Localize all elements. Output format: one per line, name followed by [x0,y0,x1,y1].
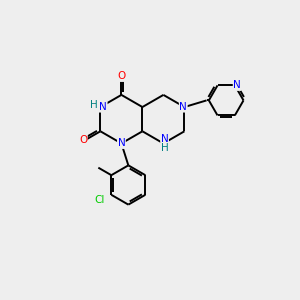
Text: H: H [161,143,169,154]
Text: Cl: Cl [94,195,105,205]
Text: N: N [161,134,169,144]
Text: N: N [233,80,241,90]
Text: N: N [118,138,125,148]
Text: H: H [90,100,98,110]
Text: O: O [79,135,87,145]
Text: N: N [99,102,107,112]
Text: N: N [179,102,187,112]
Text: O: O [117,71,125,81]
